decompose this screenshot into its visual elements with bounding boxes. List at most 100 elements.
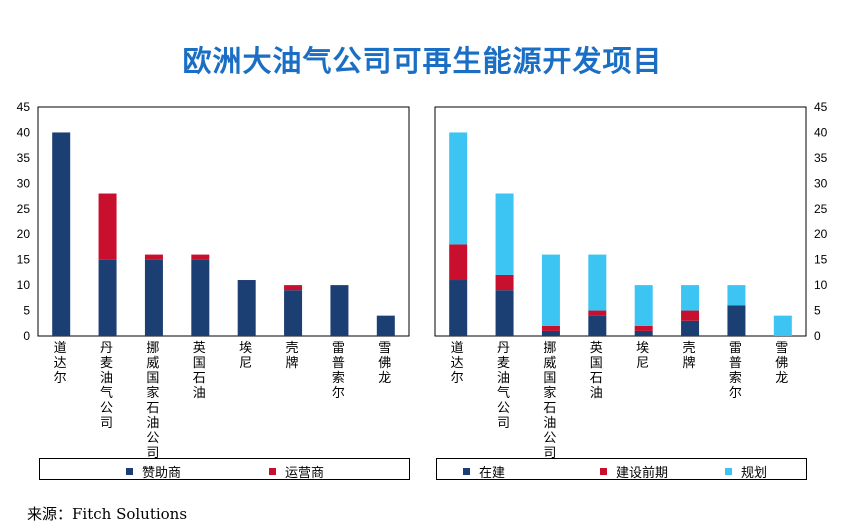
chart-0-ytick-label: 15	[17, 253, 31, 267]
chart-0-category-label-3: 石	[193, 371, 206, 386]
chart-0-category-label-1: 气	[100, 385, 113, 401]
chart-0-category-label-0: 道	[54, 341, 67, 356]
chart-0-category-label-2: 司	[146, 446, 159, 461]
chart-1-bar-3-series-0	[588, 315, 607, 336]
chart-1-ytick-label: 5	[814, 304, 821, 318]
chart-1-bar-1-series-0	[495, 290, 514, 336]
chart-1-bar-0-series-2	[449, 132, 468, 245]
chart-0-bar-0-series-0	[52, 132, 71, 336]
chart-1-category-label-6: 索	[729, 371, 742, 386]
chart-1-bar-5-series-1	[681, 310, 700, 321]
chart-0-ytick-label: 30	[17, 176, 31, 190]
chart-0-bar-3-series-1	[191, 254, 210, 260]
chart-1-category-label-7: 龙	[775, 371, 788, 386]
chart-1-category-label-6: 雷	[729, 341, 742, 356]
chart-0-bar-4-series-0	[237, 280, 256, 336]
legend-label-pre-construction: 建设前期	[616, 466, 669, 481]
chart-0-category-label-6: 雷	[332, 341, 345, 356]
chart-0-category-label-4: 尼	[239, 356, 252, 371]
chart-1-category-label-3: 国	[590, 356, 603, 371]
chart-0-bar-5-series-0	[284, 290, 303, 336]
chart-1-category-label-2: 国	[543, 371, 556, 386]
chart-1-bar-3-series-1	[588, 310, 607, 316]
chart-1-category-label-0: 达	[451, 356, 464, 371]
chart-1-category-label-1: 油	[497, 371, 510, 386]
chart-0-bar-1-series-0	[98, 259, 117, 336]
chart-0-ytick-label: 5	[23, 304, 30, 318]
chart-0-category-label-2: 挪	[146, 341, 159, 356]
chart-1-category-label-1: 丹	[497, 341, 510, 356]
chart-1-ytick-label: 40	[814, 125, 828, 139]
chart-1-bar-4-series-2	[634, 285, 653, 326]
chart-0-ytick-label: 20	[17, 227, 31, 241]
legend-left: 赞助商 运营商	[39, 458, 410, 481]
chart-0-category-label-1: 公	[100, 401, 113, 416]
legend-swatch-planned	[725, 468, 732, 475]
legend-label-planned: 规划	[741, 466, 768, 481]
chart-1-category-label-2: 威	[543, 356, 556, 371]
chart-1-bar-6-series-0	[727, 305, 746, 336]
chart-0-category-label-3: 英	[193, 341, 206, 356]
legend-swatch-under-construction	[463, 468, 470, 475]
chart-0-category-label-2: 威	[146, 356, 159, 371]
chart-1-ytick-label: 0	[814, 329, 821, 343]
chart-1-category-label-5: 牌	[683, 355, 696, 371]
chart-1-ytick-label: 10	[814, 278, 828, 292]
chart-1-category-label-5: 壳	[683, 341, 696, 356]
chart-0-category-label-6: 普	[332, 356, 345, 371]
chart-0-category-label-0: 尔	[54, 371, 67, 386]
chart-0-bar-2-series-0	[144, 259, 163, 336]
chart-1-bar-4-series-0	[634, 330, 653, 336]
legend-item-planned: 规划	[725, 462, 767, 481]
legend-label-operator: 运营商	[285, 466, 325, 481]
legend-label-under-construction: 在建	[479, 466, 506, 481]
chart-1-category-label-3: 石	[590, 371, 603, 386]
chart-0-ytick-label: 35	[17, 151, 31, 165]
chart-1-bar-5-series-2	[681, 285, 700, 311]
chart-1-category-label-1: 司	[497, 416, 510, 431]
chart-0-category-label-5: 壳	[286, 341, 299, 356]
chart-1-ytick-label: 15	[814, 253, 828, 267]
chart-1-category-label-4: 尼	[636, 356, 649, 371]
chart-1-category-label-1: 气	[497, 385, 510, 401]
chart-1-category-label-0: 道	[451, 341, 464, 356]
chart-0-category-label-6: 索	[332, 371, 345, 386]
chart-0-category-label-2: 公	[146, 431, 159, 446]
chart-1-category-label-2: 挪	[543, 341, 556, 356]
chart-1-category-label-7: 雪	[775, 341, 788, 356]
chart-0-frame	[37, 106, 410, 337]
chart-1-category-label-6: 尔	[729, 386, 742, 401]
chart-0-bar-6-series-0	[330, 285, 349, 336]
chart-1-frame	[434, 106, 807, 337]
chart-1-bar-1-series-2	[495, 193, 514, 275]
legend-swatch-operator	[269, 468, 276, 475]
chart-title: 欧洲大油气公司可再生能源开发项目	[182, 44, 663, 78]
chart-1-bar-2-series-1	[541, 325, 560, 331]
legend-label-sponsor: 赞助商	[142, 466, 182, 481]
chart-0-category-label-4: 埃	[239, 341, 252, 356]
chart-0-category-label-2: 石	[146, 401, 159, 416]
chart-1-category-label-4: 埃	[636, 341, 649, 356]
chart-1-category-label-2: 石	[543, 401, 556, 416]
chart-0-bar-7-series-0	[376, 315, 395, 336]
legend-swatch-pre-construction	[600, 468, 607, 475]
chart-1-category-label-6: 普	[729, 356, 742, 371]
chart-0-category-label-7: 雪	[378, 341, 391, 356]
chart-1-bar-2-series-0	[541, 330, 560, 336]
chart-1-category-label-1: 公	[497, 401, 510, 416]
chart-0-category-label-2: 家	[146, 385, 159, 401]
chart-1-bar-2-series-2	[541, 254, 560, 326]
legend-item-sponsor: 赞助商	[126, 462, 181, 481]
chart-0-category-label-1: 麦	[100, 356, 113, 371]
chart-1-ytick-label: 20	[814, 227, 828, 241]
chart-0-ytick-label: 0	[23, 329, 30, 343]
legend-item-operator: 运营商	[269, 462, 324, 481]
legend-item-pre-construction: 建设前期	[600, 462, 668, 481]
legend-right: 在建 建设前期 规划	[436, 458, 807, 481]
chart-0-category-label-1: 油	[100, 371, 113, 386]
chart-0-category-label-7: 龙	[378, 371, 391, 386]
chart-0-ytick-label: 10	[17, 278, 31, 292]
chart-1-category-label-2: 油	[543, 416, 556, 431]
chart-0-category-label-2: 油	[146, 416, 159, 431]
